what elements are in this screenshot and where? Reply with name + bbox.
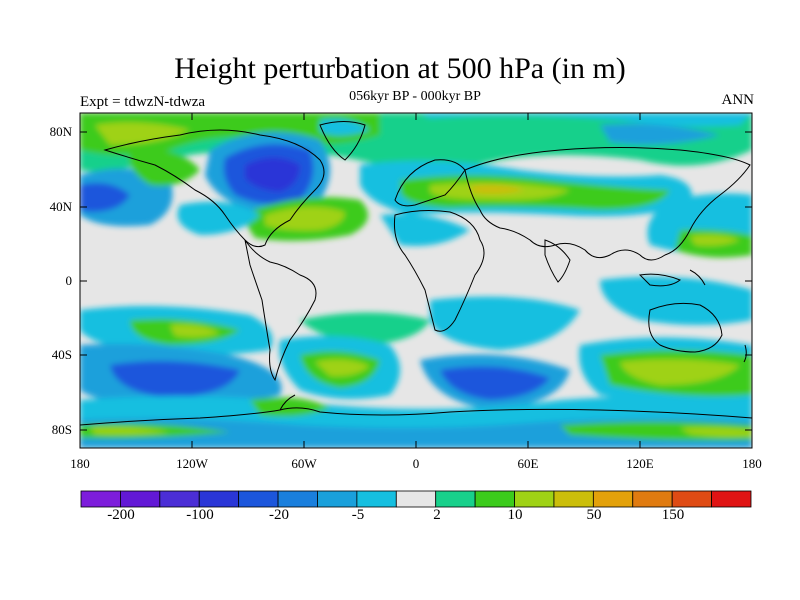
colorbar-swatch xyxy=(198,490,240,508)
colorbar-label: 150 xyxy=(661,507,685,523)
lon-tick-label: 120W xyxy=(176,456,208,471)
colorbar-swatch xyxy=(238,490,279,508)
lat-tick-label: 40S xyxy=(51,347,72,362)
colorbar-label: 10 xyxy=(507,507,523,523)
colorbar xyxy=(80,490,752,508)
colorbar-swatch xyxy=(474,490,515,508)
experiment-label: Expt = tdwzN-tdwza xyxy=(80,94,206,110)
colorbar-label: -5 xyxy=(351,507,365,523)
lat-tick-label: 80S xyxy=(51,422,72,437)
colorbar-swatch xyxy=(553,490,594,508)
colorbar-swatch xyxy=(120,490,161,508)
axis-ticks xyxy=(80,113,752,448)
coastlines xyxy=(80,121,752,426)
colorbar-swatch xyxy=(711,490,752,508)
colorbar-label: -200 xyxy=(107,507,135,523)
lat-tick-label: 0 xyxy=(65,273,73,288)
colorbar-label: -100 xyxy=(186,507,214,523)
lon-tick-label: 0 xyxy=(412,456,420,471)
lon-tick-label: 60W xyxy=(291,456,317,471)
colorbar-swatch xyxy=(277,490,318,508)
lon-tick-label: 120E xyxy=(626,456,654,471)
lon-tick-label: 60E xyxy=(517,456,539,471)
colorbar-swatch xyxy=(592,490,634,508)
season-label: ANN xyxy=(721,92,755,108)
colorbar-swatch xyxy=(159,490,200,508)
colorbar-swatch xyxy=(317,490,358,508)
colorbar-swatch xyxy=(80,490,121,508)
colorbar-swatch xyxy=(671,490,712,508)
colorbar-label: 50 xyxy=(586,507,602,523)
colorbar-label: -20 xyxy=(269,507,289,523)
colorbar-swatch xyxy=(395,490,437,508)
map-title: Height perturbation at 500 hPa (in m) xyxy=(174,52,626,85)
colorbar-swatch xyxy=(514,490,555,508)
colorbar-label: 2 xyxy=(433,507,441,523)
lat-tick-label: 40N xyxy=(49,199,72,214)
lat-tick-label: 80N xyxy=(49,124,72,139)
colorbar-swatch xyxy=(632,490,673,508)
map-subtitle: 056kyr BP - 000kyr BP xyxy=(349,89,481,104)
colorbar-swatch xyxy=(435,490,476,508)
height-field xyxy=(80,113,752,448)
lon-tick-label: 180 xyxy=(742,456,762,471)
colorbar-swatch xyxy=(356,490,397,508)
lon-tick-label: 180 xyxy=(70,456,90,471)
